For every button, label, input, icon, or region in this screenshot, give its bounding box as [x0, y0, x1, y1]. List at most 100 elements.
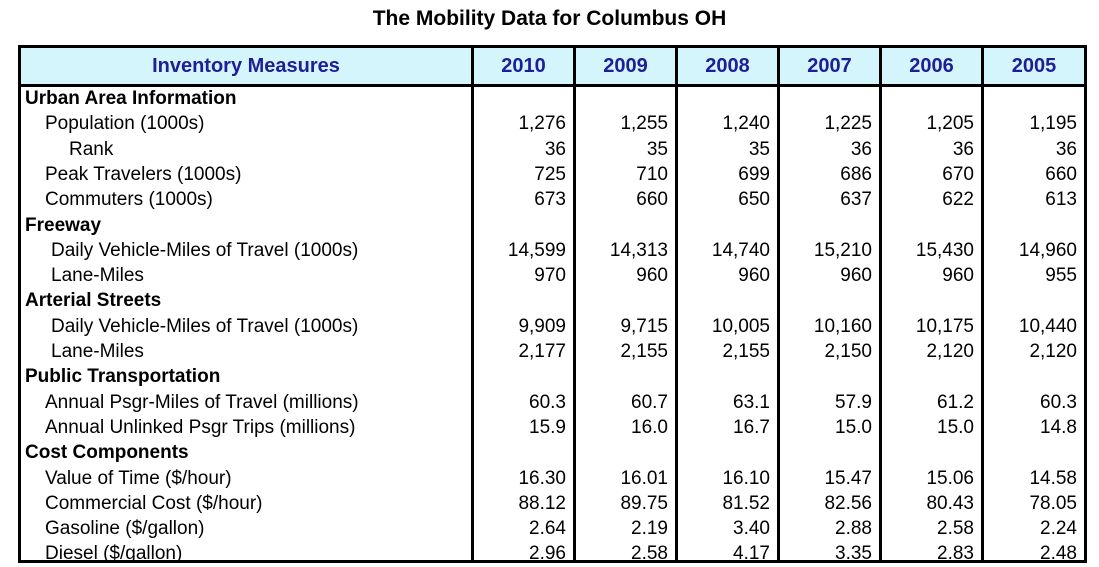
table-row: Value of Time ($/hour) 16.30 16.01 16.10 15.… — [21, 466, 1084, 491]
table-row: Commercial Cost ($/hour) 88.12 89.75 81.52 8… — [21, 491, 1084, 516]
cell-value: 15.06 — [926, 467, 974, 489]
cell-value: 710 — [636, 163, 668, 185]
section-header-row: Public Transportation — [21, 364, 1084, 389]
cell-value: 1,276 — [518, 113, 566, 135]
table-row: Lane-Miles 2,177 2,155 2,155 2,150 2,120 2,120 — [21, 339, 1084, 364]
cell-value: 82.56 — [824, 492, 872, 514]
header-year: 2008 — [705, 55, 750, 77]
cell-value: 9,715 — [620, 315, 668, 337]
cell-value: 4.17 — [733, 543, 770, 565]
header-year: 2005 — [1011, 55, 1057, 77]
cell-value: 14,960 — [1018, 239, 1077, 261]
cell-value: 15.47 — [824, 467, 872, 489]
cell-value: 2.48 — [1040, 543, 1077, 565]
cell-value: 960 — [942, 265, 974, 287]
cell-value: 63.1 — [733, 391, 770, 413]
cell-value: 725 — [534, 163, 566, 185]
section-header-row: Cost Components — [21, 440, 1084, 465]
cell-value: 650 — [738, 189, 770, 211]
row-label: Rank — [69, 138, 114, 160]
cell-value: 14.8 — [1040, 416, 1077, 438]
cell-value: 10,160 — [813, 315, 872, 337]
cell-value: 61.2 — [937, 391, 974, 413]
row-label: Lane-Miles — [51, 341, 144, 362]
cell-value: 660 — [1045, 163, 1077, 185]
cell-value: 81.52 — [722, 492, 770, 514]
table-row: Diesel ($/gallon) 2.96 2.58 4.17 3.35 2.83 2.4… — [21, 541, 1084, 566]
section-header-row: Arterial Streets — [21, 288, 1084, 313]
section-label: Freeway — [25, 214, 102, 236]
row-label: Daily Vehicle-Miles of Travel (1000s) — [51, 239, 359, 261]
cell-value: 2,120 — [1029, 341, 1077, 362]
cell-value: 15.0 — [835, 416, 872, 438]
cell-value: 60.7 — [631, 391, 668, 413]
row-label: Gasoline ($/gallon) — [45, 518, 205, 540]
cell-value: 2,155 — [722, 341, 770, 362]
table-header: Inventory Measures 2010 2009 2008 2007 2… — [21, 48, 1084, 87]
column-divider — [777, 48, 780, 560]
row-label: Commuters (1000s) — [45, 189, 213, 211]
cell-value: 16.0 — [631, 416, 668, 438]
row-label: Diesel ($/gallon) — [45, 543, 183, 565]
mobility-data-table: Inventory Measures 2010 2009 2008 2007 2… — [18, 45, 1087, 566]
cell-value: 16.01 — [620, 467, 668, 489]
cell-value: 613 — [1045, 189, 1077, 211]
row-label: Lane-Miles — [51, 265, 144, 287]
cell-value: 686 — [840, 163, 872, 185]
cell-value: 35 — [748, 138, 770, 160]
row-label: Peak Travelers (1000s) — [45, 163, 242, 185]
header-measure: Inventory Measures — [152, 55, 340, 77]
cell-value: 60.3 — [1040, 391, 1077, 413]
cell-value: 960 — [840, 265, 872, 287]
cell-value: 970 — [534, 265, 566, 287]
cell-value: 3.40 — [733, 518, 770, 540]
table-row: Daily Vehicle-Miles of Travel (1000s) 9,9… — [21, 314, 1084, 339]
cell-value: 1,240 — [722, 113, 770, 135]
cell-value: 1,255 — [620, 113, 668, 135]
section-header-row: Urban Area Information — [21, 86, 1084, 111]
cell-value: 2.58 — [937, 518, 974, 540]
cell-value: 2.96 — [529, 543, 566, 565]
cell-value: 622 — [942, 189, 974, 211]
cell-value: 673 — [534, 189, 566, 211]
cell-value: 15.9 — [529, 416, 566, 438]
table-row: Peak Travelers (1000s) 725 710 699 686 670 660 — [21, 162, 1084, 187]
cell-value: 14.58 — [1029, 467, 1077, 489]
cell-value: 2.19 — [631, 518, 668, 540]
cell-value: 960 — [738, 265, 770, 287]
cell-value: 1,205 — [926, 113, 974, 135]
row-label: Annual Psgr-Miles of Travel (millions) — [45, 391, 359, 413]
cell-value: 78.05 — [1029, 492, 1077, 514]
page-title: The Mobility Data for Columbus OH — [372, 7, 727, 30]
row-label: Population (1000s) — [45, 113, 205, 135]
section-label: Urban Area Information — [25, 88, 237, 109]
cell-value: 14,740 — [711, 239, 770, 261]
cell-value: 9,909 — [518, 315, 566, 337]
header-year: 2007 — [807, 55, 852, 77]
row-label: Commercial Cost ($/hour) — [45, 492, 263, 514]
table-row: Commuters (1000s) 673 660 650 637 622 613 — [21, 187, 1084, 212]
cell-value: 2.58 — [631, 543, 668, 565]
cell-value: 2.88 — [835, 518, 872, 540]
cell-value: 89.75 — [620, 492, 668, 514]
cell-value: 14,313 — [609, 239, 668, 261]
cell-value: 10,440 — [1018, 315, 1077, 337]
cell-value: 15.0 — [937, 416, 974, 438]
cell-value: 637 — [840, 189, 872, 211]
cell-value: 88.12 — [518, 492, 566, 514]
column-divider — [573, 48, 576, 560]
cell-value: 15,210 — [813, 239, 872, 261]
cell-value: 2,150 — [824, 341, 872, 362]
table-row: Gasoline ($/gallon) 2.64 2.19 3.40 2.88 2.58 2… — [21, 516, 1084, 541]
table-row: Annual Psgr-Miles of Travel (millions) 60… — [21, 390, 1084, 415]
row-label: Daily Vehicle-Miles of Travel (1000s) — [51, 315, 359, 337]
section-label: Cost Components — [25, 442, 189, 464]
header-year: 2006 — [909, 55, 954, 77]
cell-value: 670 — [942, 163, 974, 185]
cell-value: 2,177 — [518, 341, 566, 362]
table-row: Annual Unlinked Psgr Trips (millions) 15.… — [21, 415, 1084, 440]
row-label: Annual Unlinked Psgr Trips (millions) — [45, 416, 356, 438]
cell-value: 60.3 — [529, 391, 566, 413]
cell-value: 2.83 — [937, 543, 974, 565]
cell-value: 699 — [738, 163, 770, 185]
